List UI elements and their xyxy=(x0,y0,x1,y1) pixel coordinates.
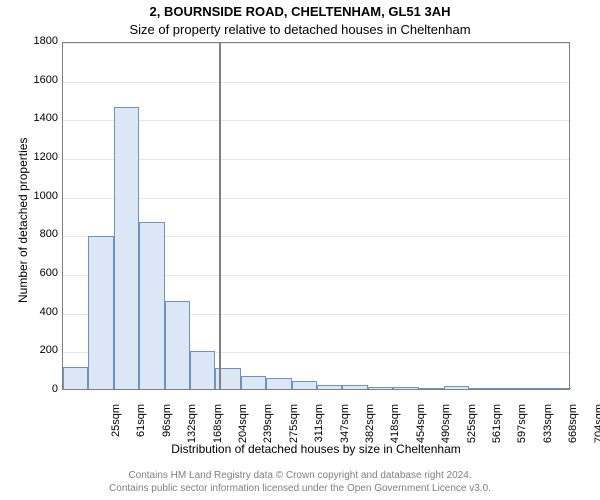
histogram-bar-rect xyxy=(114,107,139,389)
x-tick-label: 239sqm xyxy=(262,404,274,454)
histogram-bar xyxy=(266,43,291,389)
histogram-bar-rect xyxy=(190,351,215,389)
x-tick-label: 668sqm xyxy=(567,404,579,454)
y-tick-label: 1200 xyxy=(24,151,58,163)
x-tick-label: 597sqm xyxy=(516,404,528,454)
histogram-bar-rect xyxy=(63,367,88,389)
x-tick-label: 61sqm xyxy=(135,404,147,454)
histogram-bar xyxy=(292,43,317,389)
histogram-bar xyxy=(139,43,164,389)
histogram-bar xyxy=(469,43,494,389)
histogram-bar xyxy=(419,43,444,389)
histogram-bar-rect xyxy=(139,222,164,389)
x-tick-label: 204sqm xyxy=(237,404,249,454)
histogram-bar xyxy=(393,43,418,389)
histogram-bar-rect xyxy=(444,386,469,389)
histogram-bar xyxy=(114,43,139,389)
histogram-bar xyxy=(342,43,367,389)
x-tick-label: 525sqm xyxy=(466,404,478,454)
histogram-bar-rect xyxy=(546,388,571,389)
y-tick-label: 1800 xyxy=(24,35,58,47)
y-tick-label: 1600 xyxy=(24,74,58,86)
histogram-bar-rect xyxy=(88,236,113,389)
page-title-desc: Size of property relative to detached ho… xyxy=(0,22,600,37)
x-tick-label: 454sqm xyxy=(415,404,427,454)
page-title-address: 2, BOURNSIDE ROAD, CHELTENHAM, GL51 3AH xyxy=(0,4,600,19)
histogram-bar xyxy=(495,43,520,389)
y-tick-label: 1400 xyxy=(24,112,58,124)
histogram-bar xyxy=(444,43,469,389)
x-tick-label: 96sqm xyxy=(161,404,173,454)
histogram-bar-rect xyxy=(165,301,190,389)
histogram-bar-rect xyxy=(241,376,266,389)
histogram-bar-rect xyxy=(317,385,342,389)
x-tick-label: 490sqm xyxy=(440,404,452,454)
x-tick-label: 311sqm xyxy=(313,404,325,454)
histogram-bar-rect xyxy=(469,388,494,389)
histogram-bar xyxy=(368,43,393,389)
histogram-bar xyxy=(63,43,88,389)
y-tick-label: 400 xyxy=(24,306,58,318)
x-tick-label: 275sqm xyxy=(288,404,300,454)
footer-line-1: Contains HM Land Registry data © Crown c… xyxy=(0,470,600,481)
x-tick-label: 704sqm xyxy=(593,404,600,454)
histogram-bar-rect xyxy=(266,378,291,389)
x-tick-label: 347sqm xyxy=(339,404,351,454)
histogram-bar xyxy=(520,43,545,389)
footer-line-2: Contains public sector information licen… xyxy=(0,483,600,494)
y-tick-label: 600 xyxy=(24,267,58,279)
histogram-bar-rect xyxy=(495,388,520,389)
histogram-bar xyxy=(88,43,113,389)
histogram-bar xyxy=(165,43,190,389)
highlight-line xyxy=(219,43,221,389)
x-tick-label: 168sqm xyxy=(212,404,224,454)
histogram-bar-rect xyxy=(292,381,317,389)
histogram-bar-rect xyxy=(368,387,393,389)
histogram-bar xyxy=(317,43,342,389)
histogram-bar-rect xyxy=(393,387,418,389)
x-tick-label: 25sqm xyxy=(110,404,122,454)
histogram-bar xyxy=(190,43,215,389)
x-tick-label: 382sqm xyxy=(364,404,376,454)
x-tick-label: 418sqm xyxy=(389,404,401,454)
histogram-bar xyxy=(241,43,266,389)
histogram-bar xyxy=(546,43,571,389)
histogram-bar-rect xyxy=(520,388,545,389)
y-tick-label: 1000 xyxy=(24,190,58,202)
y-tick-label: 0 xyxy=(24,383,58,395)
x-tick-label: 561sqm xyxy=(491,404,503,454)
x-tick-label: 132sqm xyxy=(186,404,198,454)
chart-plot-area xyxy=(62,42,570,390)
x-tick-label: 633sqm xyxy=(542,404,554,454)
y-tick-label: 200 xyxy=(24,344,58,356)
histogram-bar-rect xyxy=(419,388,444,389)
histogram-bar-rect xyxy=(342,385,367,389)
y-tick-label: 800 xyxy=(24,228,58,240)
